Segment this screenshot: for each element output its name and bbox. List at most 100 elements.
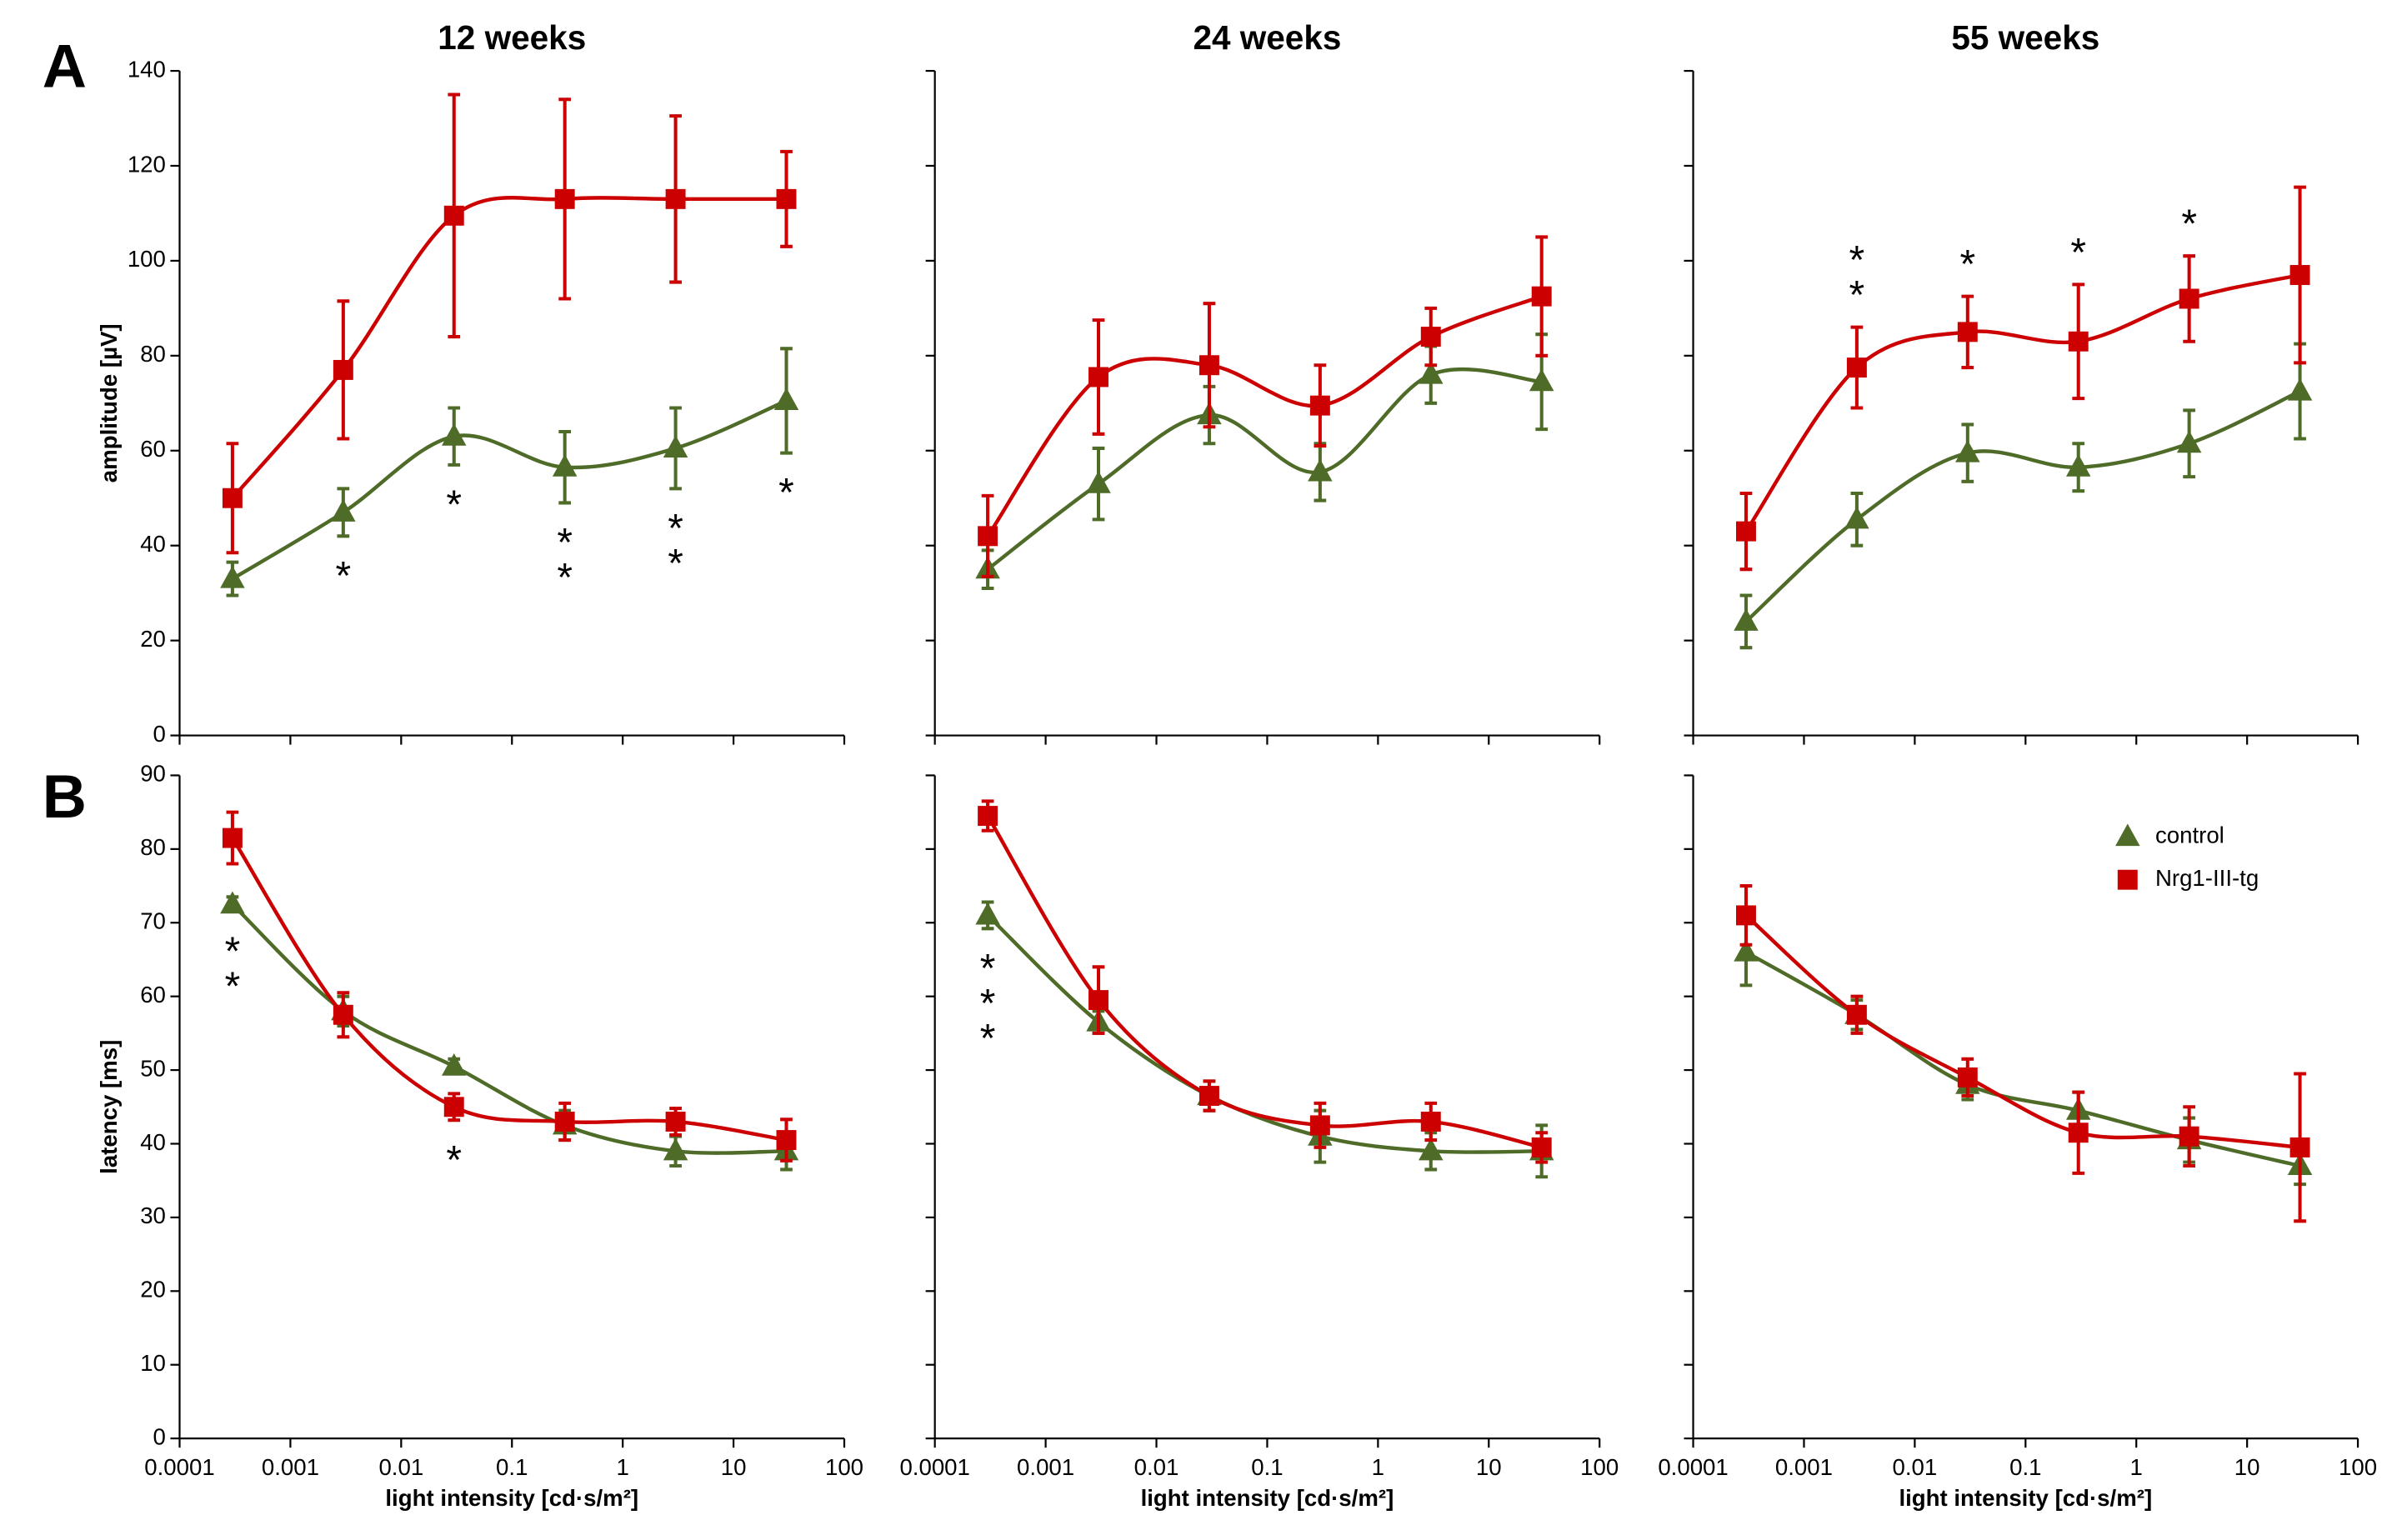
y-tick-label: 40 bbox=[140, 531, 166, 557]
marker bbox=[333, 1004, 353, 1025]
marker bbox=[975, 902, 1000, 925]
marker bbox=[1846, 1004, 1867, 1025]
y-tick-label: 0 bbox=[153, 721, 166, 747]
chart-title: 55 weeks bbox=[1951, 18, 2099, 57]
annotation: ** bbox=[210, 930, 254, 1000]
marker bbox=[331, 499, 356, 522]
x-axis-label: light intensity [cd·s/m²] bbox=[385, 1485, 638, 1511]
series-line bbox=[231, 196, 787, 500]
marker bbox=[776, 1130, 797, 1151]
axes bbox=[178, 71, 845, 737]
y-tick-label: 20 bbox=[140, 1277, 166, 1302]
marker bbox=[333, 359, 353, 380]
marker bbox=[222, 828, 243, 848]
marker bbox=[1734, 938, 1759, 962]
marker bbox=[1531, 1137, 1552, 1158]
y-tick-label: 70 bbox=[140, 908, 166, 934]
x-tick-label: 0.001 bbox=[262, 1454, 319, 1480]
marker bbox=[2289, 265, 2310, 285]
marker bbox=[978, 526, 998, 547]
marker bbox=[776, 188, 797, 209]
x-tick-label: 0.01 bbox=[1134, 1454, 1179, 1480]
y-axis-label: latency [ms] bbox=[96, 1040, 122, 1174]
y-axis-label: amplitude [µV] bbox=[96, 323, 122, 482]
marker bbox=[663, 1138, 688, 1161]
legend-label: control bbox=[2155, 822, 2224, 848]
x-tick-label: 10 bbox=[1476, 1454, 1502, 1480]
x-tick-label: 0.1 bbox=[2009, 1454, 2041, 1480]
x-axis-label: light intensity [cd·s/m²] bbox=[1899, 1485, 2152, 1511]
chart-title: 24 weeks bbox=[1193, 18, 1341, 57]
series-line bbox=[1744, 272, 2301, 532]
x-tick-label: 0.001 bbox=[1775, 1454, 1833, 1480]
y-tick-label: 10 bbox=[140, 1350, 166, 1376]
x-tick-label: 0.1 bbox=[1251, 1454, 1283, 1480]
axes bbox=[1692, 71, 2359, 737]
marker bbox=[1531, 286, 1552, 307]
marker bbox=[1086, 470, 1111, 493]
axes bbox=[178, 775, 845, 1440]
x-tick-label: 100 bbox=[1580, 1454, 1619, 1480]
marker bbox=[1419, 361, 1444, 384]
legend-marker bbox=[2115, 823, 2140, 847]
y-tick-label: 20 bbox=[140, 626, 166, 652]
y-tick-label: 50 bbox=[140, 1055, 166, 1081]
marker bbox=[2289, 1137, 2310, 1158]
marker bbox=[443, 1097, 464, 1118]
marker bbox=[1844, 506, 1869, 529]
x-tick-label: 10 bbox=[721, 1454, 747, 1480]
x-tick-label: 100 bbox=[2339, 1454, 2377, 1480]
marker bbox=[1955, 439, 1980, 462]
y-tick-label: 60 bbox=[140, 436, 166, 462]
annotation: * bbox=[1945, 243, 1989, 278]
marker bbox=[2068, 331, 2089, 352]
x-tick-label: 0.0001 bbox=[1658, 1454, 1728, 1480]
x-tick-label: 0.0001 bbox=[899, 1454, 969, 1480]
marker bbox=[1957, 1067, 1978, 1088]
annotation: * bbox=[764, 472, 808, 507]
marker bbox=[2287, 378, 2313, 401]
annotation: ** bbox=[1834, 239, 1879, 309]
annotation: * bbox=[2167, 202, 2211, 238]
axes bbox=[933, 775, 1600, 1440]
x-tick-label: 0.001 bbox=[1017, 1454, 1074, 1480]
marker bbox=[1198, 1086, 1219, 1106]
marker bbox=[1198, 355, 1219, 376]
marker bbox=[1088, 990, 1108, 1011]
legend-marker bbox=[2117, 869, 2138, 890]
marker bbox=[1309, 1115, 1330, 1136]
marker bbox=[554, 1111, 575, 1132]
axes bbox=[933, 71, 1600, 737]
x-tick-label: 0.1 bbox=[496, 1454, 528, 1480]
annotation: ** bbox=[543, 522, 587, 592]
annotation: ** bbox=[653, 507, 698, 577]
y-tick-label: 140 bbox=[128, 56, 166, 82]
y-tick-label: 60 bbox=[140, 982, 166, 1008]
marker bbox=[2068, 1122, 2089, 1143]
series-line bbox=[1744, 950, 2301, 1168]
marker bbox=[1308, 458, 1333, 482]
annotation: * bbox=[321, 554, 365, 589]
series-line bbox=[231, 902, 787, 1155]
legend-label: Nrg1-III-tg bbox=[2155, 865, 2259, 891]
x-tick-label: 1 bbox=[1372, 1454, 1384, 1480]
y-tick-label: 30 bbox=[140, 1202, 166, 1228]
y-tick-label: 80 bbox=[140, 834, 166, 860]
y-tick-label: 40 bbox=[140, 1129, 166, 1155]
marker bbox=[1529, 368, 1554, 392]
series-line bbox=[1744, 389, 2301, 623]
series-line bbox=[986, 814, 1543, 1150]
y-tick-label: 0 bbox=[153, 1423, 166, 1449]
marker bbox=[443, 205, 464, 226]
x-tick-label: 0.01 bbox=[378, 1454, 423, 1480]
series-line bbox=[986, 294, 1543, 538]
marker bbox=[663, 435, 688, 458]
x-tick-label: 1 bbox=[2130, 1454, 2143, 1480]
y-tick-label: 90 bbox=[140, 761, 166, 787]
marker bbox=[1957, 322, 1978, 342]
marker bbox=[554, 188, 575, 209]
marker bbox=[1419, 1138, 1444, 1161]
marker bbox=[1735, 521, 1756, 542]
